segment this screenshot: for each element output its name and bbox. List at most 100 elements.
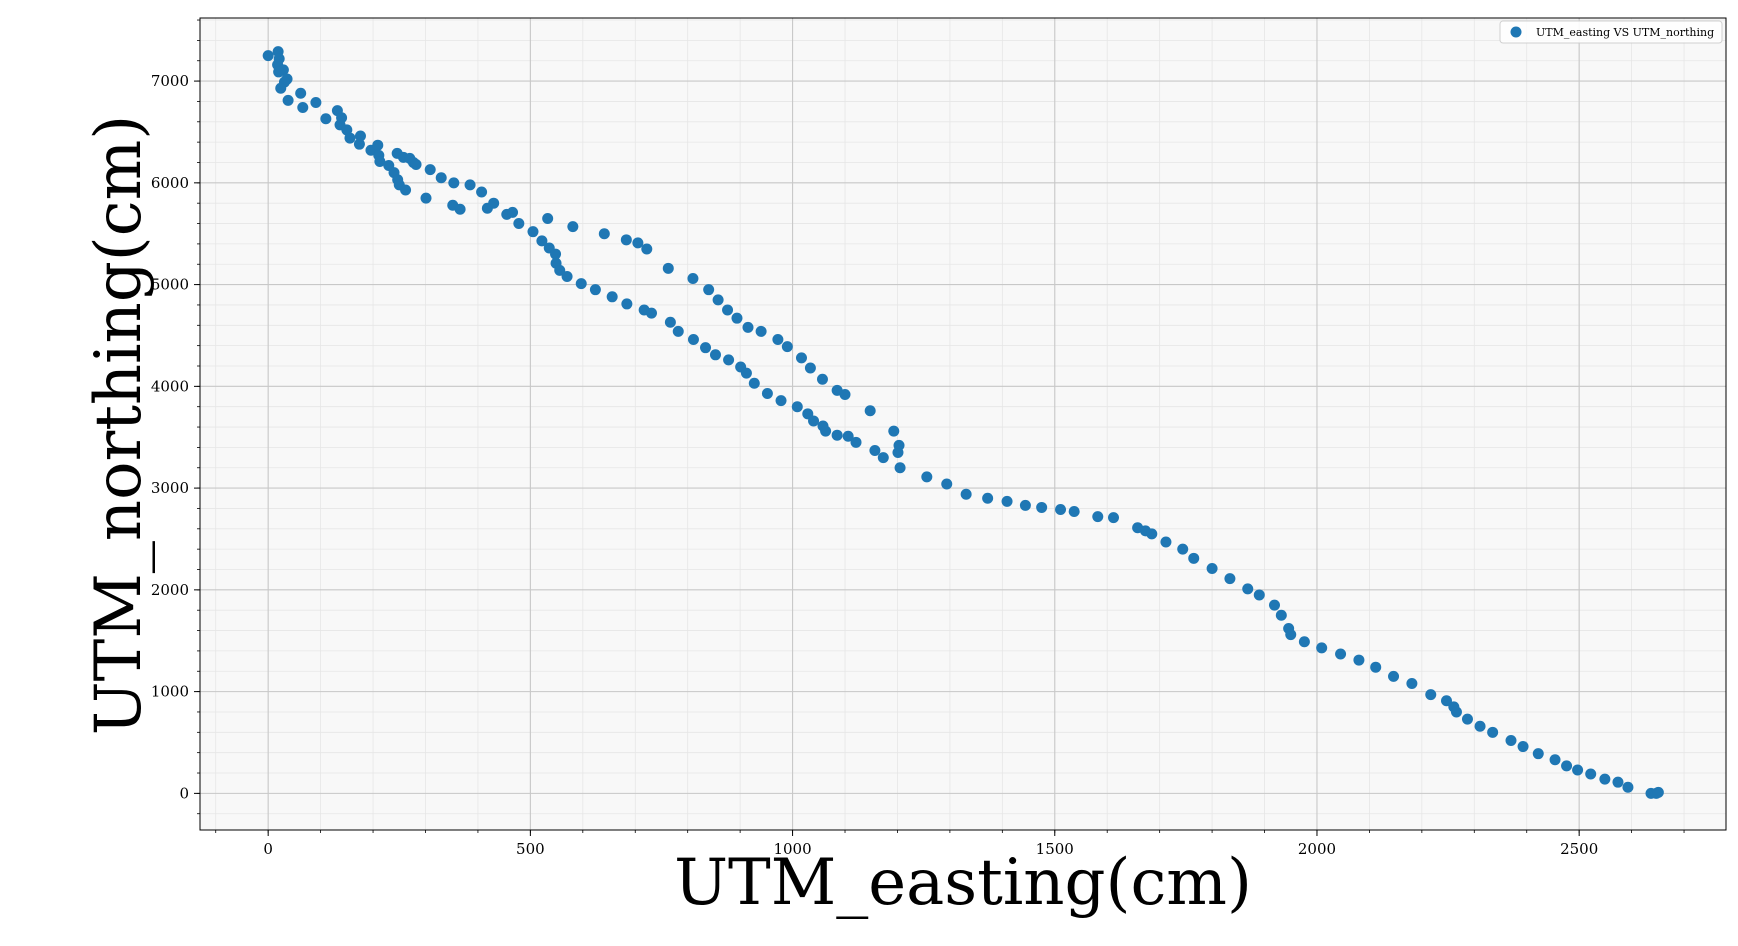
- data-point: [295, 87, 307, 99]
- data-point: [1572, 764, 1584, 776]
- data-point: [310, 96, 322, 108]
- data-point: [712, 294, 724, 306]
- data-point: [960, 488, 972, 500]
- data-point: [1461, 713, 1473, 725]
- data-point: [344, 132, 356, 144]
- data-point: [1335, 648, 1347, 660]
- y-tick-label: 7000: [151, 72, 189, 90]
- data-point: [755, 325, 767, 337]
- x-tick-label: 2500: [1560, 840, 1598, 858]
- data-point: [374, 155, 386, 167]
- y-tick-label: 4000: [151, 377, 189, 395]
- data-point: [1146, 528, 1158, 540]
- data-point: [400, 184, 412, 196]
- data-point: [1036, 501, 1048, 513]
- data-points: [262, 46, 1664, 799]
- y-axis-label: UTM_northing(cm): [82, 115, 156, 736]
- data-point: [742, 321, 754, 333]
- y-tick-label: 6000: [151, 174, 189, 192]
- data-point: [1268, 599, 1280, 611]
- data-point: [816, 373, 828, 385]
- data-point: [740, 367, 752, 379]
- plot-background: [200, 18, 1726, 830]
- data-point: [1532, 748, 1544, 760]
- data-point: [320, 113, 332, 125]
- data-point: [722, 304, 734, 316]
- data-point: [723, 354, 735, 366]
- data-point: [1612, 776, 1624, 788]
- data-point: [598, 228, 610, 240]
- data-point: [864, 405, 876, 417]
- data-point: [1652, 786, 1664, 798]
- data-point: [372, 139, 384, 151]
- y-axis: 0 1000 2000 3000 4000 5000 6000 7000: [151, 19, 200, 815]
- data-point: [275, 82, 287, 94]
- legend: UTM_easting VS UTM_northing: [1499, 20, 1723, 44]
- data-point: [772, 334, 784, 346]
- data-point: [336, 112, 348, 124]
- y-tick-label: 5000: [151, 276, 189, 294]
- data-point: [448, 177, 460, 189]
- data-point: [709, 349, 721, 361]
- data-point: [527, 226, 539, 238]
- data-point: [1406, 677, 1418, 689]
- y-tick-label: 2000: [151, 581, 189, 599]
- data-point: [1055, 503, 1067, 515]
- data-point: [820, 425, 832, 437]
- data-point: [1298, 636, 1310, 648]
- data-point: [282, 94, 294, 106]
- data-point: [781, 341, 793, 353]
- y-tick-label: 0: [179, 784, 189, 802]
- data-point: [424, 164, 436, 176]
- legend-box: [1499, 20, 1723, 44]
- data-point: [982, 492, 994, 504]
- data-point: [561, 270, 573, 282]
- data-point: [672, 325, 684, 337]
- y-tick-label: 3000: [151, 479, 189, 497]
- data-point: [646, 307, 658, 319]
- data-point: [353, 138, 365, 150]
- data-point: [700, 342, 712, 354]
- data-point: [542, 212, 554, 224]
- data-point: [1388, 670, 1400, 682]
- data-point: [869, 444, 881, 456]
- data-point: [1092, 511, 1104, 523]
- legend-marker: [1510, 26, 1522, 38]
- data-point: [662, 262, 674, 274]
- data-point: [1177, 543, 1189, 555]
- data-point: [1450, 706, 1462, 718]
- x-tick-label: 500: [516, 840, 545, 858]
- data-point: [888, 425, 900, 437]
- data-point: [641, 243, 653, 255]
- x-tick-label: 0: [263, 840, 273, 858]
- data-point: [761, 387, 773, 399]
- legend-label: UTM_easting VS UTM_northing: [1536, 26, 1714, 39]
- data-point: [941, 478, 953, 490]
- data-point: [410, 159, 422, 171]
- data-point: [1474, 720, 1486, 732]
- data-point: [606, 291, 618, 303]
- data-point: [804, 362, 816, 374]
- data-point: [1068, 506, 1080, 518]
- data-point: [1206, 562, 1218, 574]
- x-axis-label: UTM_easting(cm): [674, 846, 1252, 920]
- data-point: [1370, 661, 1382, 673]
- data-point: [273, 66, 285, 78]
- data-point: [1242, 583, 1254, 595]
- data-point: [831, 429, 843, 441]
- data-point: [1001, 495, 1013, 507]
- data-point: [1019, 499, 1031, 511]
- data-point: [850, 436, 862, 448]
- data-point: [1622, 781, 1634, 793]
- data-point: [921, 471, 933, 483]
- data-point: [1585, 768, 1597, 780]
- data-point: [1224, 573, 1236, 585]
- data-point: [877, 452, 889, 464]
- major-grid: [200, 18, 1726, 830]
- data-point: [1517, 741, 1529, 753]
- data-point: [1487, 726, 1499, 738]
- plot-frame: [199, 17, 1727, 831]
- y-tick-label: 1000: [151, 683, 189, 701]
- data-point: [1505, 734, 1517, 746]
- data-point: [775, 395, 787, 407]
